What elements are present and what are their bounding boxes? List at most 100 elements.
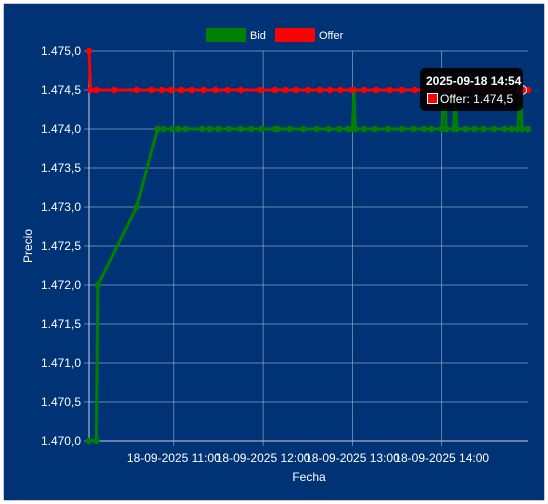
y-tick-label: 1.472,0 [41, 278, 81, 292]
y-tick-label: 1.472,5 [41, 239, 81, 253]
bid-point [286, 125, 294, 133]
bid-legend-label: Bid [250, 30, 266, 42]
bid-point [133, 203, 140, 211]
offer-point [386, 86, 393, 94]
offer-point [85, 47, 93, 55]
offer-point [411, 86, 419, 94]
legend: Bid Offer [206, 28, 344, 42]
offer-point [224, 86, 231, 94]
bid-point [480, 125, 487, 133]
bid-point [518, 125, 526, 133]
bid-point [420, 125, 427, 133]
offer-point [337, 86, 344, 94]
bid-point [453, 125, 460, 133]
bid-point [248, 125, 255, 133]
offer-point [178, 86, 185, 94]
y-tick-label: 1.470,0 [41, 434, 81, 448]
bid-point [94, 281, 102, 289]
offer-point [200, 86, 207, 94]
tooltip-title: 2025-09-18 14:54 [426, 74, 522, 88]
bid-point [258, 125, 265, 133]
offer-point [148, 86, 155, 94]
offer-point [292, 86, 300, 94]
offer-point [271, 86, 279, 94]
offer-point [93, 86, 100, 94]
bid-point [344, 125, 352, 133]
bid-point [154, 125, 161, 133]
bid-point [490, 125, 497, 133]
bid-point [443, 125, 450, 133]
axes [88, 51, 528, 442]
offer-point [111, 86, 118, 94]
bid-point [508, 125, 515, 133]
x-axis-label: Fecha [292, 470, 326, 484]
offer-point [256, 86, 264, 94]
bid-point [85, 437, 93, 445]
bid-legend-swatch [206, 28, 246, 42]
bid-point [514, 125, 521, 133]
bid-point [438, 125, 445, 133]
bid-point [361, 125, 368, 133]
bid-point [175, 125, 182, 133]
bid-point [471, 125, 478, 133]
y-tick-label: 1.470,5 [41, 395, 81, 409]
offer-point [158, 86, 166, 94]
bid-line [89, 88, 528, 443]
offer-legend-label: Offer [319, 30, 344, 42]
y-tick-labels: 1.470,0 1.470,5 1.471,0 1.471,5 1.472,0 1.472… [41, 44, 81, 448]
y-tick-label: 1.473,0 [41, 200, 81, 214]
bid-point [398, 125, 405, 133]
y-tick-label: 1.471,0 [41, 356, 81, 370]
tooltip-offer-swatch [427, 93, 438, 104]
tooltip: 2025-09-18 14:54 Offer: 1.474,5 [420, 68, 523, 111]
bid-point [462, 125, 469, 133]
chart-frame [3, 3, 545, 501]
bid-point [225, 125, 233, 133]
x-tick-label: 18-09-2025 13:00 [305, 451, 400, 465]
bid-point [300, 125, 307, 133]
bid-point [169, 125, 176, 133]
offer-point [316, 86, 323, 94]
y-tick-label: 1.471,5 [41, 317, 81, 331]
bid-series [85, 86, 532, 445]
bid-point [160, 125, 167, 133]
bid-point [384, 125, 392, 133]
bid-point [206, 125, 213, 133]
y-tick-label: 1.473,5 [41, 161, 81, 175]
bid-point [524, 125, 532, 133]
offer-point [282, 86, 289, 94]
x-tick-label: 18-09-2025 14:00 [394, 451, 489, 465]
bid-point [313, 125, 320, 133]
offer-point [133, 86, 140, 94]
offer-point [87, 86, 94, 94]
bid-point [335, 125, 343, 133]
y-tick-label: 1.475,0 [41, 44, 81, 58]
x-tick-label: 18-09-2025 12:00 [216, 451, 311, 465]
offer-point [373, 86, 380, 94]
offer-point [304, 86, 311, 94]
x-tick-label: 18-09-2025 11:00 [127, 451, 221, 465]
bid-point [182, 125, 189, 133]
offer-point [167, 86, 174, 94]
bid-point [237, 125, 244, 133]
offer-legend-swatch [275, 28, 315, 42]
y-axis-label: Precio [21, 229, 35, 263]
bid-point [274, 125, 282, 133]
offer-point [237, 86, 244, 94]
offer-point [398, 86, 405, 94]
tooltip-value: Offer: 1.474,5 [440, 92, 514, 106]
bid-point [501, 125, 508, 133]
offer-point [361, 86, 368, 94]
bid-point [325, 125, 332, 133]
offer-point [212, 86, 219, 94]
bid-point [93, 437, 100, 445]
bid-point [198, 125, 206, 133]
y-tick-label: 1.474,5 [41, 83, 81, 97]
bid-point [410, 125, 417, 133]
y-tick-label: 1.474,0 [41, 122, 81, 136]
bid-point [215, 125, 222, 133]
offer-point [326, 86, 334, 94]
bid-point [371, 125, 378, 133]
